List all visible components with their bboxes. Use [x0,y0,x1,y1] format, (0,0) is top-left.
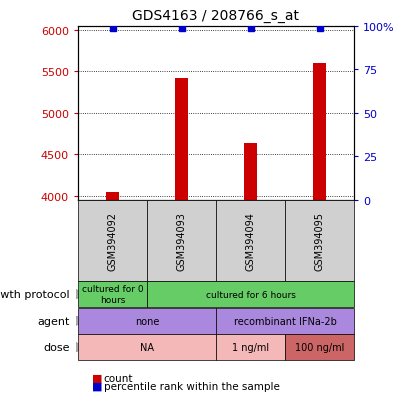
Text: NA: NA [140,342,154,352]
Text: GSM394095: GSM394095 [314,211,324,270]
Polygon shape [76,290,84,299]
Text: percentile rank within the sample: percentile rank within the sample [104,381,280,391]
Text: GSM394092: GSM394092 [108,211,118,270]
Text: none: none [135,316,159,326]
Text: cultured for 6 hours: cultured for 6 hours [206,290,296,299]
Bar [313,64,326,413]
Text: GSM394094: GSM394094 [246,211,256,270]
Text: recombinant IFNa-2b: recombinant IFNa-2b [234,316,336,326]
Text: 100 ng/ml: 100 ng/ml [295,342,344,352]
Text: GSM394093: GSM394093 [176,211,186,270]
Text: agent: agent [38,316,70,326]
Polygon shape [76,342,84,352]
Text: 1 ng/ml: 1 ng/ml [232,342,269,352]
Text: cultured for 0
hours: cultured for 0 hours [82,285,143,304]
Text: dose: dose [44,342,70,352]
Bar [244,144,257,413]
Text: growth protocol: growth protocol [0,290,70,299]
Text: ■: ■ [92,381,102,391]
Text: ■: ■ [92,373,102,383]
Polygon shape [76,316,84,326]
Text: count: count [104,373,133,383]
Title: GDS4163 / 208766_s_at: GDS4163 / 208766_s_at [132,9,300,23]
Bar [175,79,188,413]
Bar [106,192,119,413]
